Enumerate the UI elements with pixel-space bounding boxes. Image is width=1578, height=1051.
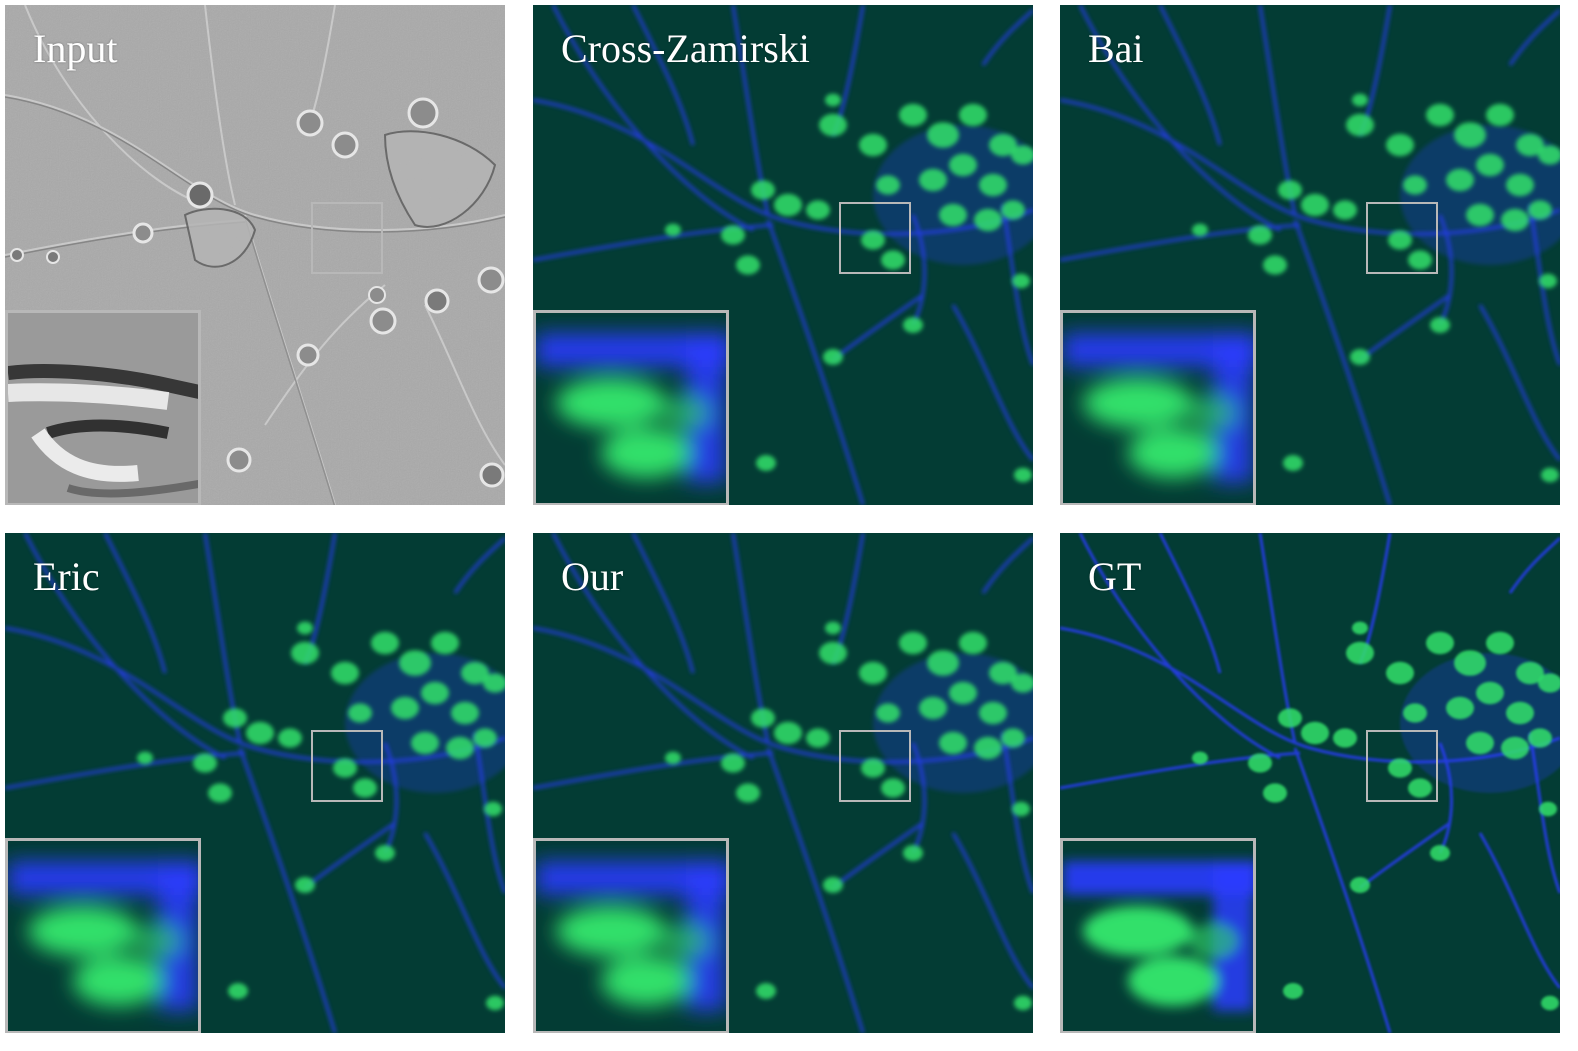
zoom-inset	[533, 838, 729, 1033]
zoom-inset	[5, 838, 201, 1033]
roi-box	[839, 730, 911, 802]
panel-label: Bai	[1088, 26, 1144, 71]
panel-bai: Bai	[1060, 5, 1560, 505]
panel-label: Cross-Zamirski	[561, 26, 810, 71]
zoom-inset	[5, 310, 201, 505]
panel-input: Input	[5, 5, 505, 505]
zoom-inset	[1060, 838, 1256, 1033]
inset-image	[8, 841, 198, 1031]
panel-our: Our	[533, 533, 1033, 1033]
panel-cross-zamirski: Cross-Zamirski	[533, 5, 1033, 505]
roi-box	[839, 202, 911, 274]
panel-label: GT	[1088, 554, 1142, 599]
inset-image	[536, 313, 726, 503]
zoom-inset	[533, 310, 729, 505]
panel-gt: GT	[1060, 533, 1560, 1033]
panel-label: Our	[561, 554, 624, 599]
roi-box	[1366, 202, 1438, 274]
inset-image	[536, 841, 726, 1031]
inset-image	[1063, 313, 1253, 503]
inset-image	[1063, 841, 1253, 1031]
panel-eric: Eric	[5, 533, 505, 1033]
roi-box	[1366, 730, 1438, 802]
zoom-inset	[1060, 310, 1256, 505]
panel-label: Input	[33, 26, 118, 71]
roi-box	[311, 202, 383, 274]
roi-box	[311, 730, 383, 802]
input-dic-image	[5, 5, 505, 505]
panel-label: Eric	[33, 554, 100, 599]
inset-image	[8, 313, 198, 503]
